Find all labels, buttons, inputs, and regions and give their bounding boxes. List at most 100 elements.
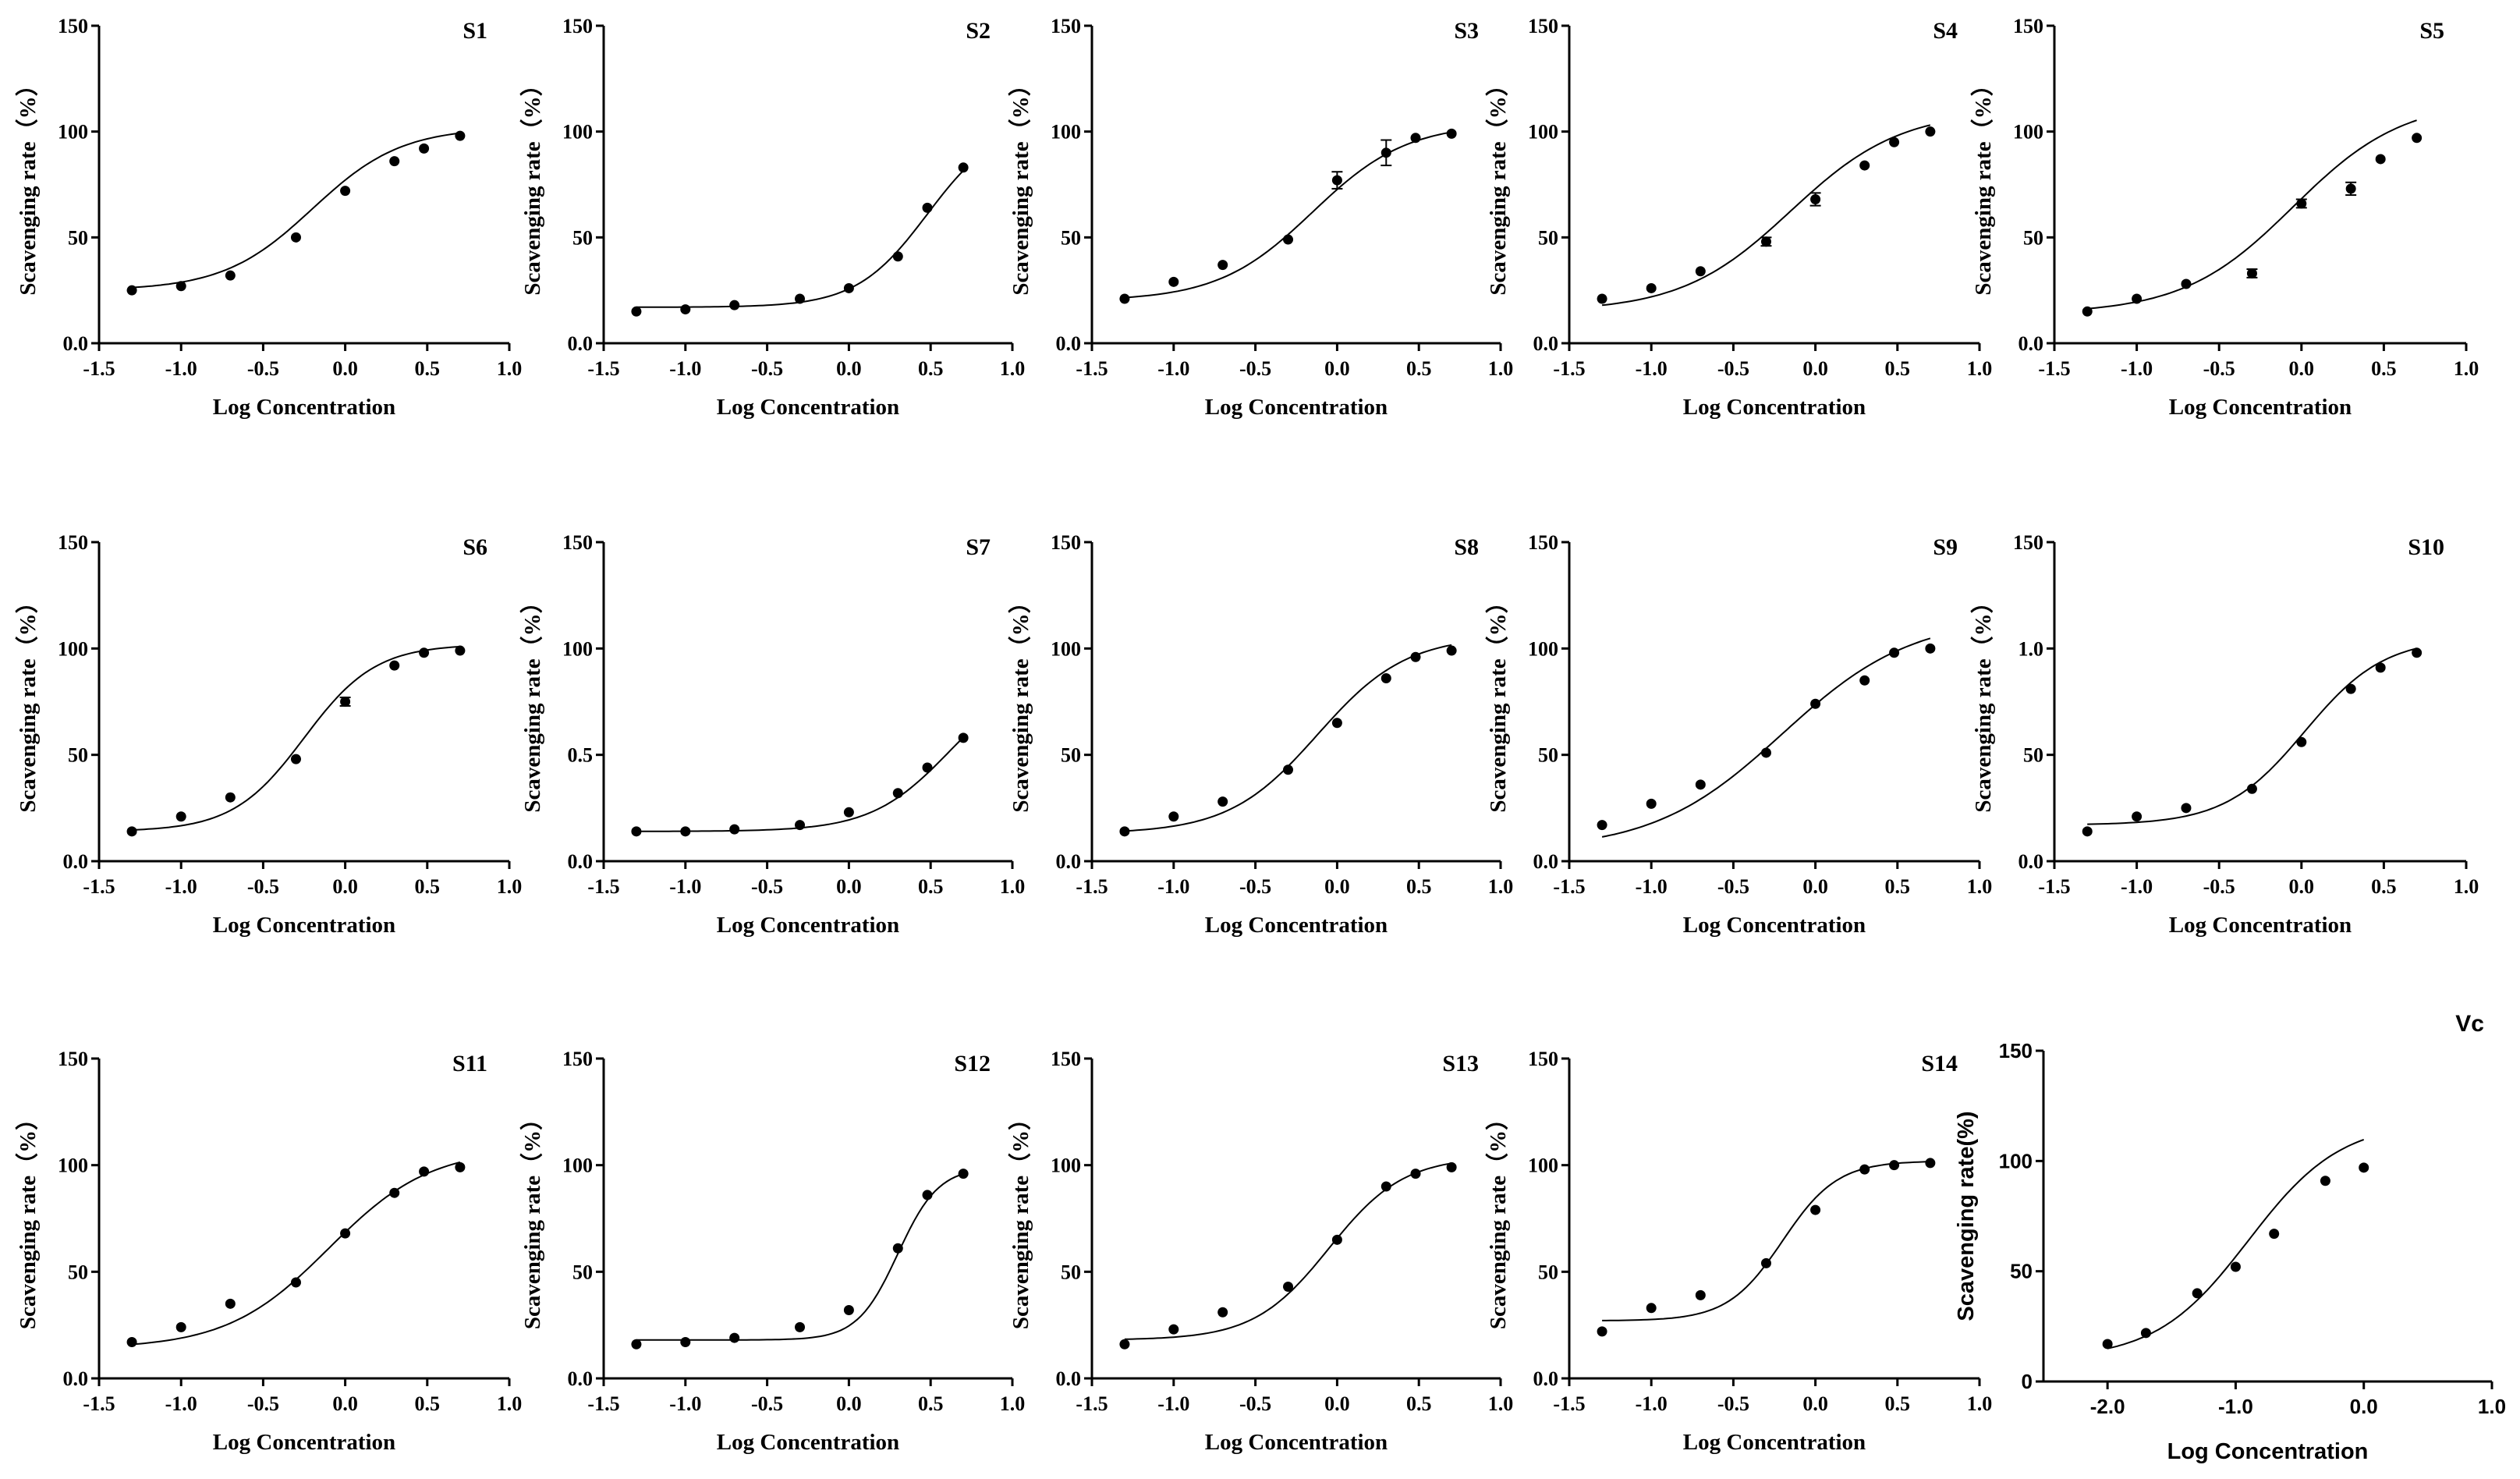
data-point (2082, 826, 2093, 837)
data-point (175, 1321, 186, 1332)
data-point (843, 282, 854, 293)
data-point (340, 697, 351, 707)
data-point (1283, 234, 1294, 245)
data-point (795, 293, 806, 304)
data-point (290, 1277, 301, 1288)
data-point (1889, 137, 1900, 147)
data-point (1119, 1339, 1130, 1350)
panel-label: S6 (463, 534, 487, 560)
x-tick-label: -1.5 (1553, 1392, 1585, 1415)
data-point (126, 285, 137, 296)
panel-label: Vc (2455, 1011, 2484, 1037)
fit-curve (1602, 1161, 1930, 1321)
data-point (2082, 306, 2093, 317)
y-tick-label: 150 (2013, 15, 2043, 37)
x-tick-label: 0.5 (1406, 1392, 1432, 1415)
y-tick-label: 50 (572, 226, 593, 249)
x-tick-label: 0.0 (836, 357, 862, 380)
y-tick-label: 150 (562, 1048, 593, 1070)
y-tick-label: 100 (1051, 637, 1081, 660)
y-tick-label: 100 (1051, 121, 1081, 144)
x-tick-label: -0.5 (751, 875, 783, 898)
data-point (1646, 282, 1657, 293)
data-point (631, 1339, 642, 1350)
y-tick-label: 0.0 (1533, 850, 1559, 873)
data-point (2375, 154, 2386, 165)
x-tick-label: 0.5 (1885, 357, 1911, 380)
y-axis-label: Scavenging rate（%） (15, 1108, 41, 1329)
x-tick-label: 0.5 (2371, 875, 2397, 898)
x-tick-label: 1.0 (497, 875, 523, 898)
data-point (729, 824, 740, 835)
data-point (729, 1332, 740, 1343)
data-point (1168, 1324, 1179, 1335)
data-point (631, 306, 642, 317)
data-point (389, 660, 400, 671)
fit-curve (1124, 644, 1452, 832)
panel-label: S9 (1933, 534, 1958, 560)
x-axis-label: Log Concentration (213, 1430, 395, 1455)
y-tick-label: 0 (2022, 1370, 2033, 1393)
data-point (1760, 236, 1771, 247)
data-point (2412, 647, 2423, 658)
x-tick-label: 0.5 (918, 875, 944, 898)
data-point (1925, 1158, 1936, 1169)
x-tick-label: -0.5 (751, 1392, 783, 1415)
y-tick-label: 100 (58, 1154, 88, 1177)
x-tick-label: -1.5 (1076, 875, 1108, 898)
x-tick-label: 0.0 (1324, 875, 1350, 898)
y-axis-label: Scavenging rate（%） (1970, 591, 1996, 812)
data-point (225, 792, 236, 803)
data-point (455, 130, 466, 141)
y-tick-label: 0.0 (568, 850, 594, 873)
panel-label: S4 (1933, 18, 1958, 44)
panel-vc: 0 50 100 150 -2.0 -1.0 0.0 1.0 Log Concentration… (1954, 1011, 2506, 1464)
y-tick-label: 50 (1061, 744, 1081, 767)
y-tick-label: 50 (1061, 226, 1081, 249)
y-tick-label: 150 (1528, 531, 1558, 554)
panel-s14: 0.0 50 100 150 -1.5 -1.0 -0.5 0.0 0.5 1.0 Log Conc… (1485, 1048, 1992, 1455)
x-tick-label: -1.5 (2038, 357, 2070, 380)
x-tick-label: -1.0 (2121, 875, 2153, 898)
x-tick-label: -0.5 (247, 1392, 279, 1415)
panel-s7: 0.0 0.5 100 150 -1.5 -1.0 -0.5 0.0 0.5 1.0 Log Con… (519, 531, 1025, 938)
data-point (1446, 128, 1457, 139)
panel-label: S5 (2419, 18, 2444, 44)
fit-curve (636, 1172, 964, 1341)
x-tick-label: 0.0 (332, 1392, 358, 1415)
x-tick-label: -1.0 (165, 1392, 197, 1415)
x-tick-label: -0.5 (247, 875, 279, 898)
data-point (126, 1337, 137, 1348)
x-tick-label: -1.0 (165, 357, 197, 380)
panel-label: S10 (2408, 534, 2444, 560)
y-tick-label: 150 (562, 531, 593, 554)
x-tick-label: 0.5 (415, 357, 441, 380)
x-tick-label: 0.0 (2350, 1395, 2378, 1418)
y-tick-label: 50 (1061, 1261, 1081, 1283)
x-axis-label: Log Concentration (1683, 395, 1866, 420)
panel-s4: 0.0 50 100 150 -1.5 -1.0 -0.5 0.0 0.5 1.0 Log Conc… (1485, 15, 1992, 420)
data-point (175, 811, 186, 822)
data-point (1331, 1234, 1342, 1245)
x-tick-label: -1.5 (83, 1392, 115, 1415)
y-axis-label: Scavenging rate(%) (1954, 1111, 1979, 1321)
x-axis-label: Log Concentration (2167, 1439, 2369, 1464)
data-point (1217, 1307, 1228, 1318)
x-tick-label: 0.0 (2289, 875, 2315, 898)
panel-label: S1 (463, 18, 487, 44)
x-tick-label: -1.5 (83, 875, 115, 898)
data-point (1859, 160, 1870, 171)
y-tick-label: 100 (58, 637, 88, 660)
data-point (225, 1298, 236, 1309)
x-tick-label: -1.5 (587, 875, 619, 898)
data-point (1410, 1169, 1421, 1179)
data-point (1168, 811, 1179, 822)
panel-label: S8 (1454, 534, 1479, 560)
data-point (1217, 260, 1228, 271)
panel-label: S11 (452, 1051, 487, 1076)
data-point (1446, 645, 1457, 656)
x-tick-label: 0.5 (918, 1392, 944, 1415)
data-point (892, 1243, 903, 1254)
data-point (1859, 1164, 1870, 1175)
data-point (419, 1166, 430, 1177)
